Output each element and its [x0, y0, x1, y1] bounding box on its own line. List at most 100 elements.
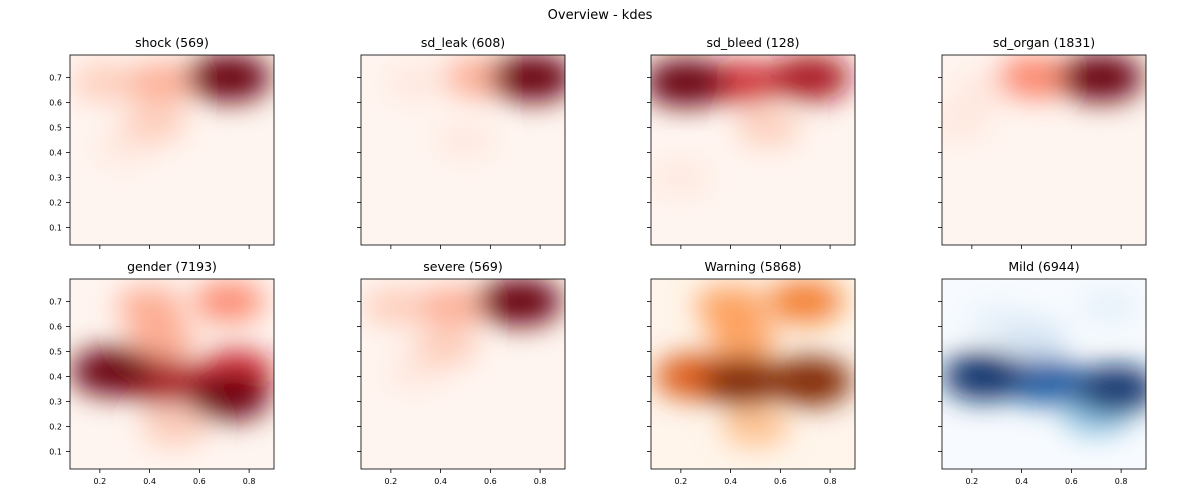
- subplot-6: Warning (5868) 0.2 0.4 0.6 0.8: [647, 259, 856, 486]
- density-peak: [1006, 358, 1087, 405]
- y-tick-label: 0.5: [49, 124, 62, 133]
- subplot-title: sd_bleed (128): [706, 35, 799, 50]
- density-peak: [187, 55, 272, 102]
- density-layer: [384, 55, 565, 159]
- y-tick-label: 0.7: [49, 74, 62, 83]
- density-peak: [193, 280, 265, 323]
- axes-frame: [360, 278, 566, 470]
- axes-frame: [69, 278, 275, 470]
- subplot-title: sd_organ (1831): [993, 35, 1095, 50]
- density-peak: [384, 63, 448, 102]
- density-peak: [1074, 365, 1146, 413]
- density-peak: [651, 159, 712, 196]
- x-tick-label: 0.6: [774, 477, 787, 486]
- density-peak: [769, 55, 852, 101]
- x-tick-label: 0.6: [484, 477, 497, 486]
- density-peak: [1059, 55, 1144, 102]
- density-peak: [478, 279, 563, 326]
- subplot-4: gender (7193) 0.2 0.4 0.6 0.8 0.1 0.2 0.3 0.4 0.5…: [49, 259, 275, 486]
- density-peak: [1076, 287, 1141, 326]
- density-peak: [412, 327, 479, 366]
- density-layer: [70, 280, 274, 447]
- x-tick-label: 0.4: [143, 477, 156, 486]
- density-peak: [71, 63, 138, 102]
- x-tick-label: 0.8: [243, 477, 256, 486]
- subplot-title: sd_leak (608): [421, 35, 505, 50]
- density-peak: [701, 357, 786, 406]
- y-tick-label: 0.4: [49, 149, 62, 158]
- x-tick-label: 0.2: [674, 477, 687, 486]
- x-tick-label: 0.6: [193, 477, 206, 486]
- density-peak: [362, 287, 429, 326]
- density-layer: [71, 55, 272, 166]
- y-tick-label: 0.5: [49, 348, 62, 357]
- subplot-3: sd_organ (1831): [938, 35, 1147, 249]
- density-peak: [997, 56, 1071, 99]
- y-tick-label: 0.6: [49, 323, 62, 332]
- density-layer: [942, 287, 1146, 435]
- y-tick-label: 0.2: [49, 423, 62, 432]
- axes-frame: [69, 54, 275, 246]
- x-tick-label: 0.8: [534, 477, 547, 486]
- figure-title: Overview - kdes: [547, 8, 653, 23]
- y-tick-label: 0.3: [49, 174, 62, 183]
- axes-frame: [650, 54, 856, 246]
- density-peak: [490, 55, 565, 102]
- axes-frame: [941, 278, 1147, 470]
- subplot-2: sd_bleed (128): [647, 35, 856, 249]
- y-tick-label: 0.7: [49, 298, 62, 307]
- subplot-5: severe (569) 0.2 0.4 0.6 0.8: [357, 259, 566, 486]
- subplot-title: Warning (5868): [705, 259, 802, 274]
- density-peak: [140, 406, 209, 447]
- x-tick-label: 0.6: [1065, 477, 1078, 486]
- x-tick-label: 0.4: [724, 477, 737, 486]
- subplot-title: shock (569): [135, 35, 209, 50]
- y-tick-label: 0.1: [49, 224, 62, 233]
- density-peak: [1001, 319, 1068, 359]
- x-tick-label: 0.2: [93, 477, 106, 486]
- x-tick-label: 0.4: [1015, 477, 1028, 486]
- density-peak: [721, 406, 790, 447]
- subplot-title: severe (569): [423, 259, 502, 274]
- density-peak: [121, 103, 188, 142]
- subplot-7: Mild (6944) 0.2 0.4 0.6 0.8: [938, 259, 1147, 486]
- axes-frame: [360, 54, 566, 246]
- y-tick-label: 0.3: [49, 398, 62, 407]
- x-tick-label: 0.8: [1115, 477, 1128, 486]
- density-layer: [942, 55, 1144, 141]
- subplot-title: gender (7193): [127, 259, 217, 274]
- subplot-0: shock (569) 0.1 0.2 0.3 0.4 0.5 0.6 0.7: [49, 35, 275, 249]
- axes-frame: [650, 278, 856, 470]
- density-layer: [362, 279, 563, 390]
- density-peak: [434, 121, 497, 159]
- density-peak: [767, 279, 844, 324]
- x-tick-label: 0.2: [965, 477, 978, 486]
- subplot-1: sd_leak (608): [357, 35, 566, 249]
- density-peak: [127, 62, 197, 103]
- density-peak: [115, 286, 184, 327]
- density-peak: [942, 104, 991, 141]
- x-tick-label: 0.8: [824, 477, 837, 486]
- axes-frame: [941, 54, 1147, 246]
- y-tick-label: 0.4: [49, 373, 62, 382]
- y-tick-label: 0.2: [49, 199, 62, 208]
- density-peak: [651, 58, 728, 107]
- density-peak: [704, 60, 782, 105]
- x-tick-label: 0.4: [434, 477, 447, 486]
- density-peak: [768, 357, 853, 406]
- subplot-title: Mild (6944): [1008, 259, 1079, 274]
- density-peak: [694, 285, 767, 328]
- density-peak: [735, 108, 801, 147]
- density-peak: [418, 286, 488, 327]
- y-tick-label: 0.1: [49, 448, 62, 457]
- density-layer: [651, 55, 852, 196]
- density-peak: [942, 352, 1027, 401]
- x-tick-label: 0.2: [384, 477, 397, 486]
- density-layer: [654, 279, 853, 447]
- density-peak: [707, 318, 779, 360]
- density-peak: [187, 372, 271, 421]
- density-peak: [70, 347, 155, 396]
- density-peak: [127, 318, 197, 360]
